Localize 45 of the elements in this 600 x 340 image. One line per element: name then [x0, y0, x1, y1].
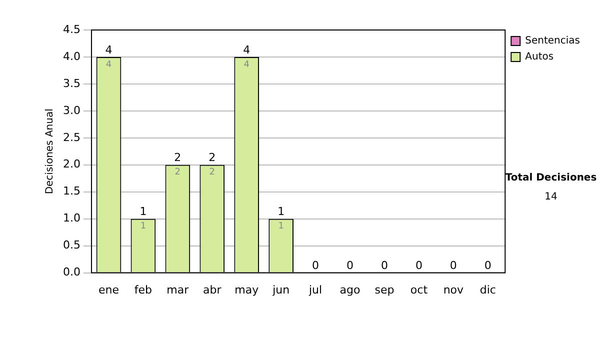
y-tick-label: 4.5 [62, 22, 80, 36]
x-tick-label: jun [272, 283, 290, 296]
y-axis-title: Decisiones Anual [44, 108, 56, 194]
x-tick-label: nov [443, 283, 464, 296]
data-label: 4 [106, 60, 112, 70]
y-tick-label: 3.5 [62, 76, 80, 90]
y-tick-label: 2.0 [62, 158, 80, 171]
total-label: 0 [380, 259, 388, 272]
total-label: 0 [484, 259, 492, 272]
data-label: 2 [209, 168, 216, 178]
y-tick-label: 0.0 [62, 266, 80, 279]
legend-label: Autos [525, 52, 554, 63]
total-label: 4 [243, 43, 250, 56]
x-tick-label: dic [480, 283, 496, 296]
data-label: 1 [140, 222, 146, 232]
y-tick-label: 1.5 [62, 184, 80, 198]
total-label: 0 [346, 259, 354, 272]
x-tick-label: jul [308, 283, 322, 296]
total-label: 0 [415, 259, 422, 272]
data-label: 1 [278, 222, 284, 232]
legend-label: Sentencias [525, 36, 580, 47]
total-label: 2 [208, 151, 216, 164]
x-tick-label: oct [410, 283, 428, 296]
y-tick-label: 2.5 [62, 130, 80, 144]
text: Total Decisiones [505, 172, 597, 184]
y-tick-label: 4.0 [62, 50, 80, 63]
y-tick-label: 1.0 [62, 212, 80, 225]
total-label: 4 [105, 43, 112, 56]
x-tick-label: abr [203, 283, 222, 296]
x-tick-label: may [234, 283, 260, 296]
data-label: 4 [244, 60, 250, 70]
x-tick-label: mar [166, 283, 190, 296]
x-tick-label: sep [374, 283, 394, 296]
total-label: 0 [312, 259, 320, 272]
x-tick-label: ene [98, 283, 120, 296]
data-label: 2 [174, 168, 181, 178]
total-label: 1 [278, 205, 285, 218]
total-label: 2 [174, 151, 182, 164]
total-label: 1 [140, 205, 147, 218]
y-tick-label: 0.5 [62, 238, 80, 252]
x-tick-label: ago [340, 283, 361, 296]
text: 14 [544, 192, 558, 203]
total-label: 0 [450, 259, 457, 272]
x-tick-label: feb [134, 283, 152, 296]
y-tick-label: 3.0 [62, 104, 80, 117]
